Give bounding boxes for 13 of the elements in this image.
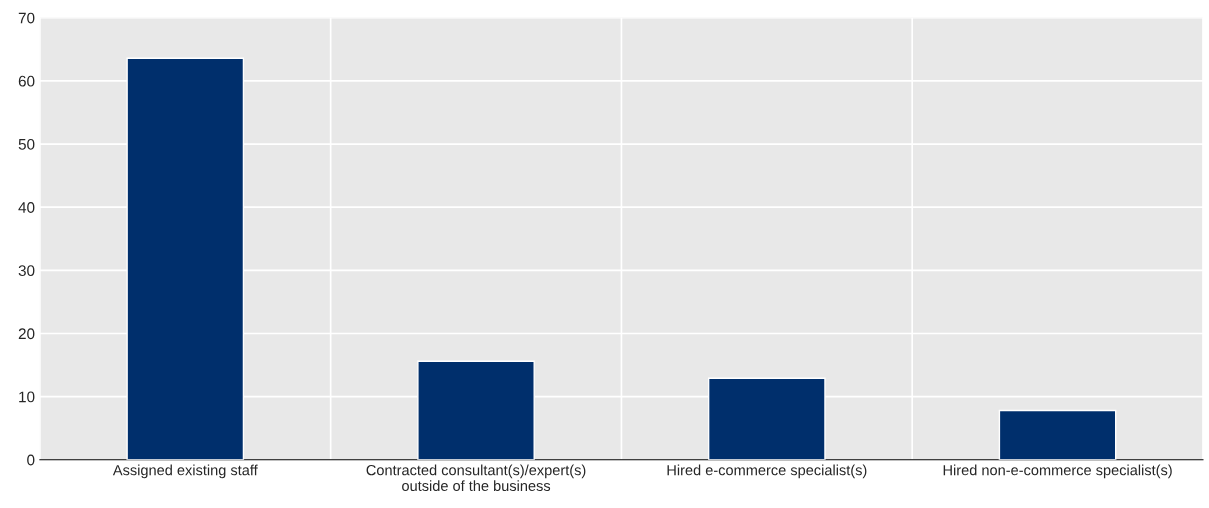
y-tick-label: 70 (18, 12, 35, 24)
bar (998, 409, 1117, 460)
y-tick-label: 60 (18, 75, 35, 87)
x-tick-label: Assigned existing staff (112, 464, 258, 479)
y-tick-label: 10 (19, 391, 35, 403)
y-tick-label: 30 (18, 265, 35, 277)
x-tick-label: Contracted consultant(s)/expert(s) outside of the business (366, 464, 586, 492)
y-tick-label: 40 (18, 202, 35, 213)
y-tick-label: 50 (18, 138, 35, 150)
y-tick-label: 0 (27, 454, 35, 466)
x-tick-label: Hired non-e-commerce specialist(s) (943, 464, 1172, 479)
x-tick-label: Hired e-commerce specialist(s) (667, 464, 867, 479)
y-tick-label: 20 (18, 328, 35, 340)
